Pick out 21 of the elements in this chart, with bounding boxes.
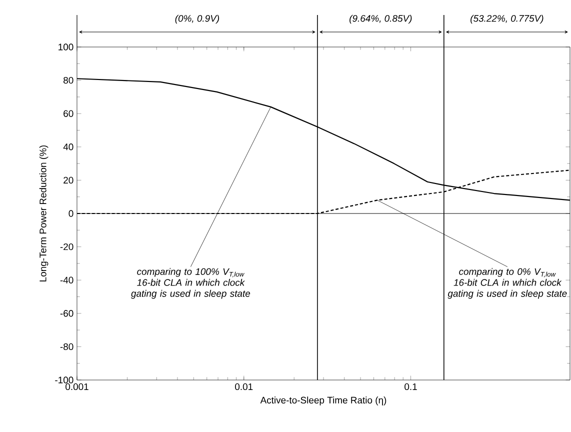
x-tick-label: 0.001 (66, 383, 88, 390)
x-tick-label: 0.01 (235, 383, 253, 390)
y-tick-label: -80 (60, 343, 74, 350)
x-tick-label: 0.1 (404, 383, 417, 390)
y-tick-label: 80 (64, 76, 74, 84)
y-tick-label: -100 (55, 376, 74, 384)
y-tick-label: 100 (58, 44, 74, 50)
y-tick-label: 0 (68, 210, 74, 217)
annotation: comparing to 0% V$_{T,low}$ 16-bit CLA in which clock gating is used in sleep state (448, 268, 567, 299)
y-tick-label: -60 (60, 310, 74, 317)
y-tick-label: 20 (64, 176, 74, 184)
text: (53.22%, 0.775V) (470, 14, 544, 24)
text: (9.64%, 0.85V) (350, 14, 412, 24)
y-tick-label: 60 (64, 110, 74, 117)
y-tick-label: -20 (60, 243, 74, 250)
y-tick-label: -40 (60, 276, 74, 284)
x-axis-title: Active-to-Sleep Time Ratio (η) (260, 396, 386, 406)
y-axis-title: Long-Term Power Reduction (%) (39, 145, 48, 282)
text: (0%, 0.9V) (175, 14, 220, 24)
y-tick-label: 40 (63, 144, 74, 150)
annotation: comparing to 100% V$_{T,low}$ 16-bit CLA in which clock gating is used in sleep state (131, 268, 250, 299)
